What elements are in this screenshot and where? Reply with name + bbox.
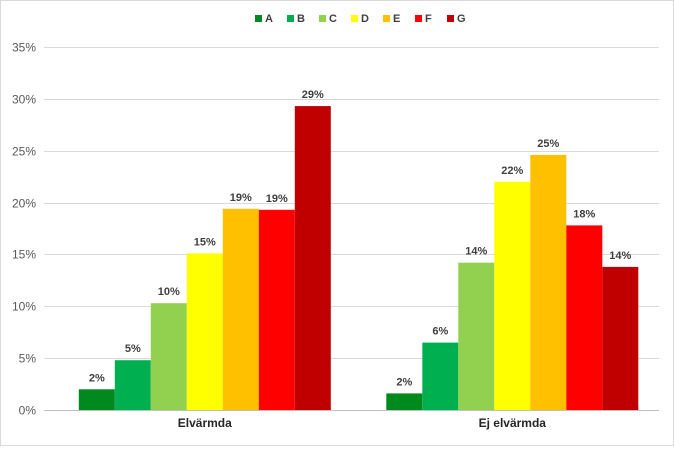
legend-label: D (361, 13, 369, 25)
data-label: 15% (194, 236, 216, 248)
data-label: 5% (125, 343, 141, 355)
data-label: 19% (266, 193, 288, 205)
bar-d-2 (494, 181, 531, 410)
data-label: 14% (465, 246, 487, 258)
y-tick-label: 30% (12, 93, 36, 107)
category-label: Ej elvärmda (479, 416, 547, 430)
data-label: 2% (89, 372, 105, 384)
bar-d-1 (186, 253, 223, 410)
data-label: 6% (432, 326, 448, 338)
bar-a-1 (78, 389, 115, 410)
y-tick-label: 35% (12, 41, 36, 55)
bar-b-1 (114, 360, 151, 410)
y-tick-label: 20% (12, 197, 36, 211)
legend-label: B (297, 13, 305, 25)
data-label: 10% (158, 286, 180, 298)
data-label: 25% (537, 138, 559, 150)
bar-f-1 (258, 209, 295, 410)
y-tick-label: 0% (19, 404, 37, 418)
legend-swatch (255, 15, 262, 22)
legend-label: E (393, 13, 400, 25)
bar-c-2 (458, 262, 495, 410)
y-tick-label: 5% (19, 352, 37, 366)
data-label: 18% (573, 208, 595, 220)
legend-swatch (287, 15, 294, 22)
legend-label: G (457, 13, 466, 25)
bar-f-2 (566, 225, 603, 410)
bar-g-1 (294, 106, 331, 410)
legend-swatch (415, 15, 422, 22)
data-label: 14% (609, 250, 631, 262)
data-label: 2% (396, 376, 412, 388)
legend: A B C D E F G (255, 13, 466, 25)
category-labels: Elvärmda Ej elvärmda (178, 416, 547, 430)
y-tick-label: 25% (12, 145, 36, 159)
bar-e-1 (222, 208, 259, 410)
legend-swatch (319, 15, 326, 22)
gridlines (44, 47, 659, 359)
bars (78, 106, 639, 410)
data-label: 22% (501, 165, 523, 177)
legend-label: C (329, 13, 337, 25)
data-labels: 2% 5% 10% 15% 19% 19% 29% 2% 6% 14% 22% 25% 18% 14% (89, 89, 632, 388)
data-label: 19% (230, 192, 252, 204)
data-label: 29% (302, 89, 324, 101)
bar-e-2 (530, 154, 567, 410)
legend-label: F (425, 13, 432, 25)
y-tick-label: 10% (12, 300, 36, 314)
category-label: Elvärmda (178, 416, 232, 430)
legend-label: A (265, 13, 273, 25)
legend-swatch (447, 15, 454, 22)
legend-swatch (383, 15, 390, 22)
bar-c-1 (150, 303, 187, 410)
bar-a-2 (386, 393, 423, 410)
bar-b-2 (422, 342, 459, 410)
bar-g-2 (602, 266, 639, 410)
y-tick-label: 15% (12, 248, 36, 262)
legend-swatch (351, 15, 358, 22)
y-axis-ticks: 0% 5% 10% 15% 20% 25% 30% 35% (12, 41, 36, 418)
